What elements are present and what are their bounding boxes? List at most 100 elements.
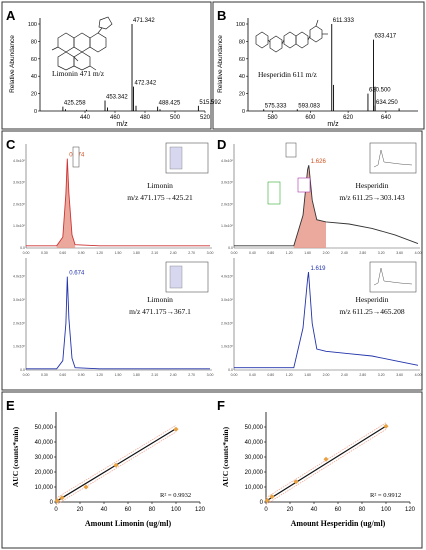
peak-mz-label: 488.425 <box>159 101 181 107</box>
confidence-band-lower <box>55 431 177 506</box>
ytick-label: 30,000 <box>245 455 264 461</box>
ytick-label: 40 <box>239 74 245 80</box>
rt-tick-label: 1.80 <box>133 373 140 377</box>
xtick-label: 460 <box>110 115 121 121</box>
rt-tick-label: 4.00 <box>415 373 422 377</box>
intensity-tick-label: 0.0 <box>228 246 233 250</box>
panel-a-border <box>1 1 212 130</box>
rt-tick-label: 0.80 <box>267 373 274 377</box>
rt-tick-label: 3.20 <box>378 251 385 255</box>
rt-tick-label: 2.10 <box>151 373 158 377</box>
rt-tick-label: 1.50 <box>115 251 122 255</box>
peak-mz-label: 471.342 <box>133 18 155 24</box>
compound-d-top: Hesperidin <box>356 181 389 190</box>
xtick-label: 20 <box>287 507 294 513</box>
regression-line <box>265 425 387 502</box>
chromatogram-trace <box>234 165 419 247</box>
calibration-point <box>54 498 60 504</box>
rt-tick-label: 0.00 <box>23 251 30 255</box>
intensity-tick-label: 0.0 <box>228 368 233 372</box>
calibration-curve-hesperidin: 0 10,000 20,000 30,000 40,000 50,000 0 20 40 60 80… <box>221 412 416 528</box>
panel-b-border <box>212 1 425 130</box>
intensity-tick-label: 0.0 <box>20 368 25 372</box>
transition-c-bottom: m/z 471.175→367.1 <box>129 307 191 316</box>
rt-tick-label: 0.80 <box>267 251 274 255</box>
xtick-label: 600 <box>305 115 316 121</box>
compound-c-bottom: Limonin <box>147 295 173 304</box>
rt-tick-label: 2.10 <box>151 251 158 255</box>
ms-b-compound-label: Hesperidin 611 m/z <box>258 70 318 79</box>
xtick-label: 20 <box>77 507 84 513</box>
chromatogram-limonin-top: 0.00 0.30 0.60 0.90 1.20 1.50 1.80 2.10 2.40 2.70… <box>13 142 213 255</box>
intensity-tick-label: 4.0x10⁵ <box>221 275 234 279</box>
panel-cd-border <box>1 130 423 391</box>
ytick-label: 0 <box>260 500 264 506</box>
calibration-point <box>173 426 179 432</box>
ytick-label: 100 <box>28 22 37 28</box>
peak-mz-label: 630.500 <box>369 88 391 94</box>
rt-tick-label: 2.00 <box>323 251 330 255</box>
mass-spectrum-b: 0 20 40 60 80 100 580 600 620 640 575.333 593.083… <box>217 18 418 128</box>
compound-c-top: Limonin <box>147 181 173 190</box>
xtick-label: 40 <box>101 507 108 513</box>
ytick-label: 50,000 <box>245 425 264 431</box>
peak-mz-label: 611.333 <box>333 18 355 24</box>
rt-tick-label: 0.00 <box>231 373 238 377</box>
ytick-label: 20 <box>31 92 37 98</box>
rt-tick-label: 0.00 <box>23 373 30 377</box>
rt-tick-label: 1.60 <box>304 251 311 255</box>
xtick-label: 480 <box>140 115 151 121</box>
calibration-curve-limonin: 0 10,000 20,000 30,000 40,000 50,000 0 20 40 60 80… <box>11 412 206 528</box>
peak-mz-label: 593.083 <box>298 103 320 109</box>
xtick-label: 120 <box>405 507 416 513</box>
calibration-point <box>323 456 329 462</box>
ytick-label: 0 <box>242 109 245 115</box>
peak-label-d-top: 1.626 <box>311 159 327 165</box>
intensity-tick-label: 4.0x10⁵ <box>13 275 26 279</box>
ytick-label: 0 <box>50 500 54 506</box>
ms-b-ylabel: Relative Abundance <box>217 35 224 93</box>
rt-tick-label: 2.40 <box>341 373 348 377</box>
xtick-label: 640 <box>381 115 392 121</box>
ytick-label: 30,000 <box>35 455 54 461</box>
intensity-tick-label: 1.0x10⁵ <box>13 224 26 228</box>
calib-f-r2: R² = 0.9912 <box>370 492 401 499</box>
rt-tick-label: 2.40 <box>170 373 177 377</box>
intensity-tick-label: 4.0x10⁵ <box>221 159 234 163</box>
chromatogram-trace <box>26 158 210 247</box>
intensity-tick-label: 4.0x10⁵ <box>13 159 26 163</box>
peak-mz-label: 453.342 <box>106 95 128 101</box>
confidence-band-lower <box>265 429 387 505</box>
xtick-label: 520 <box>200 115 211 121</box>
xtick-label: 80 <box>149 507 156 513</box>
xtick-label: 60 <box>335 507 342 513</box>
panel-letter-a: A <box>6 8 16 23</box>
rt-tick-label: 1.80 <box>133 251 140 255</box>
ytick-label: 0 <box>34 109 37 115</box>
intensity-tick-label: 2.0x10⁵ <box>221 202 234 206</box>
intensity-tick-label: 2.0x10⁵ <box>221 321 234 325</box>
rt-tick-label: 2.70 <box>188 373 195 377</box>
intensity-tick-label: 1.0x10⁵ <box>221 224 234 228</box>
peak-mz-label: 634.250 <box>376 100 398 106</box>
rt-tick-label: 0.40 <box>249 251 256 255</box>
xtick-label: 0 <box>264 507 268 513</box>
intensity-tick-label: 2.0x10⁵ <box>13 321 26 325</box>
ytick-label: 80 <box>239 39 245 45</box>
rt-tick-label: 0.40 <box>249 373 256 377</box>
calibration-point <box>293 479 299 485</box>
panel-letter-d: D <box>217 137 226 152</box>
rt-tick-label: 1.20 <box>286 373 293 377</box>
ytick-label: 20 <box>239 92 245 98</box>
peak-label-c-bottom: 0.674 <box>69 271 85 277</box>
transition-d-bottom: m/z 611.25→465.208 <box>339 307 405 316</box>
rt-tick-label: 0.60 <box>59 373 66 377</box>
panel-letter-f: F <box>217 398 225 413</box>
xtick-label: 100 <box>171 507 182 513</box>
rt-tick-label: 2.40 <box>170 251 177 255</box>
peak-mz-label: 425.258 <box>64 101 86 107</box>
compound-d-bottom: Hesperidin <box>356 295 389 304</box>
calib-f-xlabel: Amount Hesperidin (ug/ml) <box>291 519 386 528</box>
chromatogram-hesperidin-bottom: 0.00 0.40 0.80 1.20 1.60 2.00 2.40 2.80 3.20 3.60… <box>221 258 421 377</box>
